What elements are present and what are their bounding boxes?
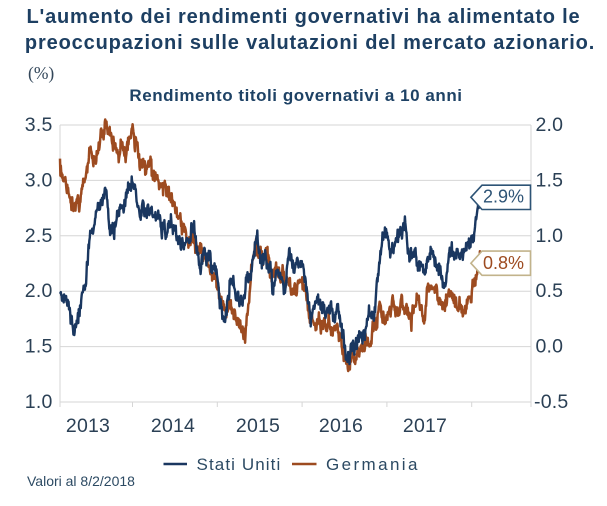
svg-text:3.0: 3.0 — [25, 169, 53, 191]
svg-text:0.5: 0.5 — [536, 280, 564, 302]
svg-text:Stati Uniti: Stati Uniti — [197, 455, 282, 474]
svg-text:1.0: 1.0 — [25, 391, 53, 413]
svg-text:2.0: 2.0 — [25, 280, 53, 302]
svg-text:1.0: 1.0 — [536, 225, 564, 247]
svg-text:0.8%: 0.8% — [483, 253, 524, 273]
svg-text:1.5: 1.5 — [25, 336, 53, 358]
svg-text:2.5: 2.5 — [25, 225, 53, 247]
svg-text:2.9%: 2.9% — [483, 186, 524, 206]
svg-text:0.0: 0.0 — [536, 336, 564, 358]
svg-text:3.5: 3.5 — [25, 114, 53, 136]
svg-text:2017: 2017 — [403, 415, 447, 437]
svg-text:2.0: 2.0 — [536, 114, 564, 136]
svg-text:Germania: Germania — [326, 455, 420, 474]
svg-text:2015: 2015 — [236, 415, 280, 437]
svg-text:2014: 2014 — [151, 415, 195, 437]
svg-text:2013: 2013 — [66, 415, 110, 437]
svg-text:1.5: 1.5 — [536, 169, 564, 191]
svg-text:2016: 2016 — [319, 415, 363, 437]
svg-text:-0.5: -0.5 — [534, 391, 568, 413]
